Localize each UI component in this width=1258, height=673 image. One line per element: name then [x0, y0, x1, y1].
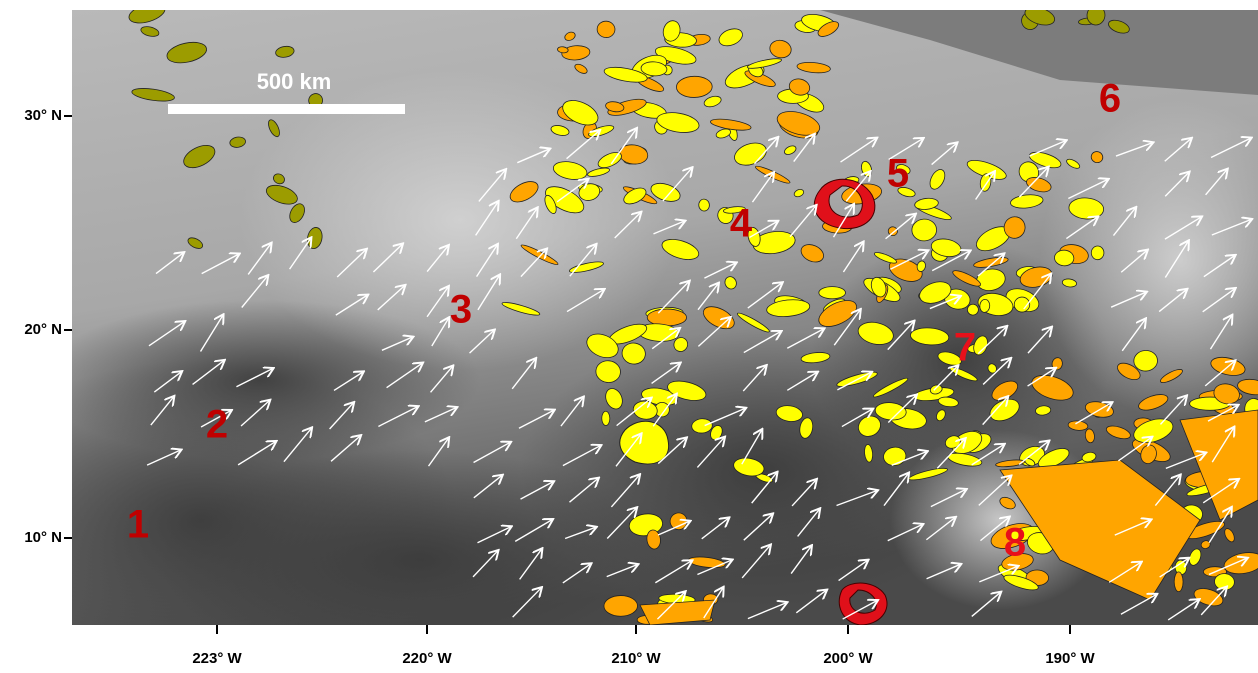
longitude-label: 220° W	[402, 650, 452, 667]
latitude-label: 20° N	[24, 321, 62, 338]
lava-flow	[1174, 572, 1183, 592]
latitude-label: 30° N	[24, 107, 62, 124]
lava-flow	[620, 421, 669, 464]
region-label: 4	[730, 202, 753, 246]
map-image	[0, 0, 1258, 668]
region-label: 5	[887, 152, 909, 196]
scale-bar-label: 500 km	[257, 69, 332, 94]
region-label: 8	[1004, 521, 1026, 565]
map-figure: 500 km 1 2 3 4 5 6 7 8 30° N 20° N 10° N 223° W 220°…	[0, 0, 1258, 668]
scale-bar	[168, 104, 405, 114]
lava-flow	[604, 596, 638, 617]
lava-flow	[698, 199, 709, 212]
lava-flow	[676, 76, 712, 98]
longitude-label: 210° W	[611, 650, 661, 667]
lava-flow	[1091, 246, 1104, 260]
lava-flow	[819, 287, 846, 299]
region-label: 6	[1099, 77, 1121, 121]
longitude-label: 200° W	[823, 650, 873, 667]
longitude-label: 223° W	[192, 650, 242, 667]
region-label: 3	[450, 288, 472, 332]
region-label: 1	[127, 503, 149, 547]
lava-flow	[602, 411, 610, 425]
region-label: 7	[954, 326, 976, 370]
latitude-label: 10° N	[24, 529, 62, 546]
region-label: 2	[206, 403, 228, 447]
longitude-label: 190° W	[1045, 650, 1095, 667]
